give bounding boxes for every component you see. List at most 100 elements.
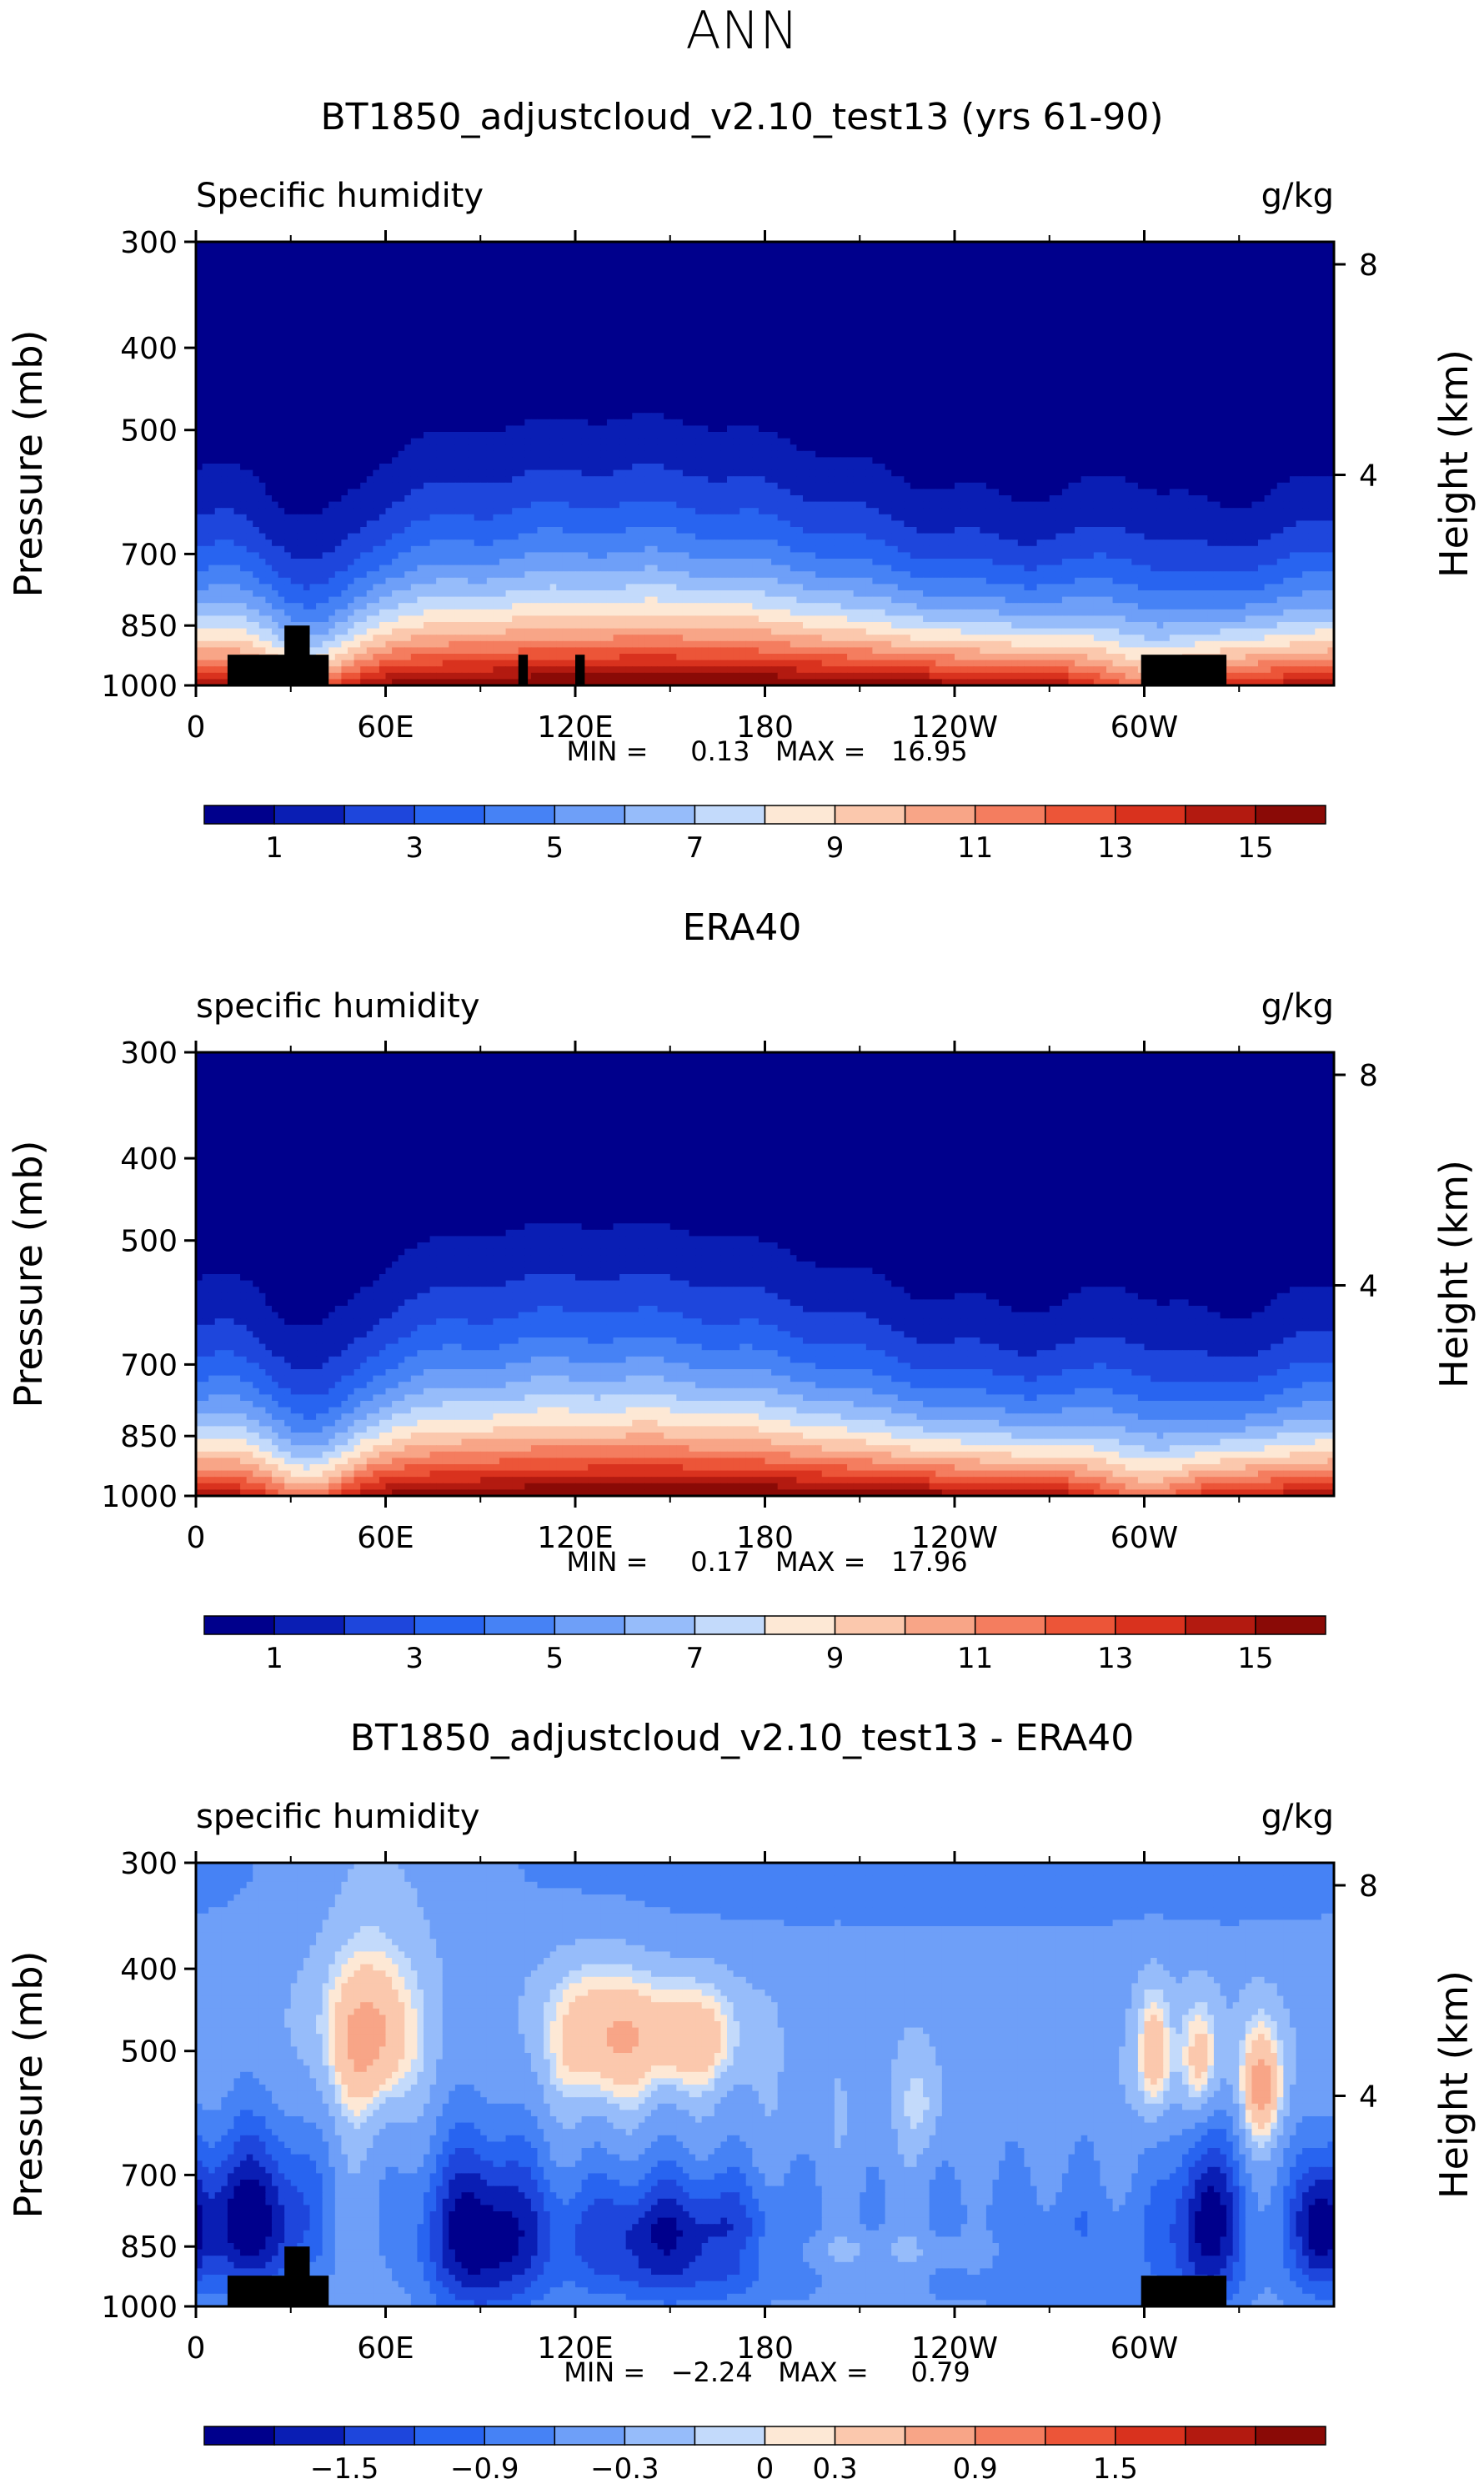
field-cell — [538, 261, 544, 268]
field-cell — [480, 261, 487, 268]
field-cell — [1011, 248, 1018, 255]
field-cell — [614, 267, 620, 273]
field-cell — [683, 273, 689, 280]
figure-title: ANN — [685, 0, 798, 61]
field-cell — [1138, 248, 1145, 255]
field-cell — [828, 248, 835, 255]
field-cell — [1315, 273, 1321, 280]
field-cell — [1145, 267, 1151, 273]
field-cell — [904, 267, 910, 273]
field-cell — [1296, 273, 1303, 280]
field-cell — [948, 280, 955, 287]
field-cell — [569, 273, 575, 280]
field-cell — [519, 254, 525, 261]
field-cell — [1226, 267, 1233, 273]
field-cell — [417, 273, 424, 280]
field-cell — [493, 280, 499, 287]
field-cell — [739, 261, 746, 268]
field-cell — [455, 248, 462, 255]
field-cell — [999, 280, 1005, 287]
field-cell — [1226, 248, 1233, 255]
field-cell — [417, 248, 424, 255]
field-cell — [879, 261, 885, 268]
field-cell — [1094, 267, 1100, 273]
field-cell — [999, 267, 1005, 273]
field-cell — [228, 286, 234, 293]
field-cell — [582, 248, 589, 255]
field-cell — [341, 286, 348, 293]
field-cell — [784, 261, 790, 268]
field-cell — [443, 280, 449, 287]
field-cell — [778, 273, 785, 280]
field-cell — [449, 248, 455, 255]
field-cell — [1131, 261, 1138, 268]
field-cell — [323, 286, 329, 293]
field-cell — [272, 267, 278, 273]
field-cell — [1246, 273, 1252, 280]
field-cell — [904, 261, 910, 268]
field-cell — [708, 254, 714, 261]
field-cell — [1296, 280, 1303, 287]
field-cell — [1214, 273, 1221, 280]
field-cell — [1321, 254, 1328, 261]
field-cell — [575, 280, 582, 287]
field-cell — [752, 280, 759, 287]
field-cell — [386, 261, 393, 268]
field-cell — [1296, 261, 1303, 268]
field-cell — [720, 267, 727, 273]
field-cell — [367, 267, 374, 273]
field-cell — [1157, 248, 1164, 255]
field-cell — [284, 261, 291, 268]
field-cell — [594, 280, 601, 287]
field-cell — [291, 261, 298, 268]
field-cell — [872, 261, 879, 268]
field-cell — [866, 248, 873, 255]
field-cell — [575, 273, 582, 280]
field-cell — [1011, 254, 1018, 261]
field-cell — [265, 248, 272, 255]
field-cell — [930, 248, 936, 255]
field-cell — [955, 261, 961, 268]
field-cell — [234, 273, 241, 280]
field-cell — [1214, 261, 1221, 268]
field-cell — [443, 286, 449, 293]
field-cell — [544, 280, 550, 287]
field-cell — [538, 273, 544, 280]
field-cell — [822, 267, 829, 273]
field-cell — [411, 254, 418, 261]
field-cell — [1258, 280, 1265, 287]
field-cell — [860, 267, 866, 273]
field-cell — [1030, 261, 1037, 268]
field-cell — [297, 267, 303, 273]
field-cell — [872, 273, 879, 280]
field-cell — [1126, 248, 1132, 255]
field-cell — [822, 254, 829, 261]
field-cell — [961, 248, 968, 255]
field-cell — [910, 267, 917, 273]
field-cell — [360, 254, 367, 261]
field-cell — [771, 261, 778, 268]
field-cell — [847, 267, 854, 273]
field-cell — [600, 267, 607, 273]
field-cell — [632, 273, 639, 280]
field-cell — [1062, 273, 1069, 280]
field-cell — [1163, 280, 1170, 287]
field-cell — [980, 280, 986, 287]
field-cell — [815, 248, 822, 255]
field-cell — [828, 273, 835, 280]
field-cell — [664, 267, 670, 273]
field-cell — [272, 280, 278, 287]
field-cell — [208, 254, 215, 261]
field-cell — [404, 273, 411, 280]
field-cell — [1201, 267, 1208, 273]
field-cell — [538, 280, 544, 287]
field-cell — [462, 248, 469, 255]
field-cell — [424, 267, 430, 273]
field-cell — [1290, 280, 1296, 287]
field-cell — [1087, 273, 1094, 280]
field-cell — [765, 254, 772, 261]
field-cell — [961, 261, 968, 268]
field-cell — [854, 261, 860, 268]
field-cell — [1315, 280, 1321, 287]
field-cell — [1138, 267, 1145, 273]
